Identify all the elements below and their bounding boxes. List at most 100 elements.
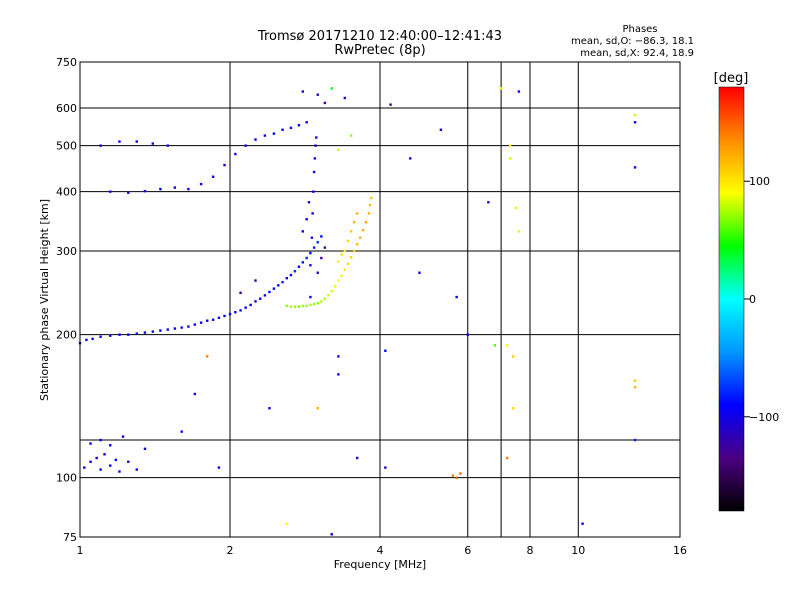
echo-point — [211, 175, 215, 178]
echo-point — [323, 246, 327, 249]
echo-point — [364, 220, 368, 224]
y-tick-label: 300 — [56, 245, 77, 258]
echo-point — [173, 186, 177, 189]
echo-point — [389, 103, 392, 106]
echo-point — [268, 290, 271, 294]
echo-point — [330, 533, 333, 536]
x-tick-label: 6 — [464, 544, 471, 557]
echo-point — [337, 148, 340, 152]
echo-point — [355, 212, 359, 215]
echo-point — [103, 453, 106, 456]
echo-point — [439, 128, 443, 131]
echo-point — [223, 314, 226, 318]
grid-lines — [79, 62, 681, 537]
echo-point — [135, 140, 138, 143]
y-tick-label: 400 — [56, 186, 77, 199]
echo-point — [166, 144, 169, 147]
x-tick-label: 16 — [673, 544, 687, 557]
echo-point — [511, 355, 515, 358]
echo-point — [301, 261, 305, 264]
x-tick-label: 1 — [77, 544, 84, 557]
echo-point — [320, 256, 323, 260]
echo-point — [581, 522, 584, 525]
echo-point — [249, 303, 252, 307]
echo-point — [309, 264, 312, 267]
x-axis-label: Frequency [MHz] — [334, 558, 426, 571]
echo-point — [199, 321, 203, 324]
echo-point — [268, 407, 271, 410]
y-axis-label: Stationary phase Virtual Height [km] — [38, 199, 51, 401]
echo-point — [508, 157, 512, 160]
echo-point — [323, 101, 327, 105]
echo-point — [315, 136, 318, 139]
echo-point — [455, 476, 458, 479]
echo-point — [239, 309, 242, 312]
x-tick-label: 4 — [377, 544, 384, 557]
echo-point — [309, 251, 312, 255]
echo-point — [244, 144, 247, 147]
echo-point — [205, 355, 209, 358]
echo-point — [109, 190, 112, 193]
echo-point — [487, 201, 490, 204]
echo-point — [633, 121, 637, 124]
echo-point — [127, 333, 130, 336]
echo-point — [281, 128, 284, 131]
echo-point — [272, 132, 276, 135]
echo-point — [223, 163, 226, 167]
echo-point — [121, 435, 125, 438]
echo-point — [234, 311, 237, 314]
echo-point — [89, 442, 92, 445]
echo-point — [91, 337, 94, 341]
echo-point — [310, 236, 314, 239]
echo-point — [173, 327, 177, 330]
x-tick-label: 10 — [571, 544, 585, 557]
echo-point — [367, 212, 371, 215]
echo-point — [511, 407, 515, 410]
echo-point — [337, 260, 340, 263]
echo-point — [293, 305, 297, 308]
echo-point — [312, 302, 316, 306]
echo-point — [316, 93, 319, 96]
y-tick-label: 75 — [63, 531, 77, 544]
echo-point — [349, 134, 353, 137]
echo-point — [151, 330, 155, 333]
echo-point — [99, 144, 102, 147]
echo-point — [85, 338, 88, 342]
echo-point — [305, 218, 308, 221]
colorbar-tick-label: 0 — [749, 293, 756, 306]
echo-point — [254, 279, 257, 282]
echo-point — [517, 90, 521, 93]
echo-point — [95, 456, 98, 460]
echo-point — [323, 297, 327, 300]
echo-point — [633, 166, 637, 169]
echo-point — [99, 438, 102, 442]
echo-point — [239, 291, 242, 295]
echo-point — [289, 126, 293, 130]
echo-point — [272, 287, 276, 290]
echo-point — [83, 466, 86, 469]
echo-point — [309, 303, 312, 307]
echo-point — [305, 121, 308, 124]
echo-point — [234, 152, 237, 156]
echo-point — [505, 344, 509, 347]
echo-point — [349, 256, 353, 259]
echo-point — [633, 379, 637, 382]
echo-point — [466, 333, 469, 336]
echo-point — [327, 294, 330, 297]
echo-point — [349, 230, 353, 233]
echo-point — [285, 522, 288, 525]
echo-point — [127, 191, 130, 194]
echo-point — [337, 373, 340, 376]
echo-point — [340, 253, 343, 256]
echo-point — [451, 474, 455, 477]
echo-point — [159, 329, 162, 332]
echo-point — [217, 316, 221, 320]
echo-point — [343, 268, 347, 271]
echo-point — [143, 189, 147, 193]
echo-point — [316, 407, 319, 410]
echo-point — [193, 392, 197, 396]
stats-heading: Phases — [622, 24, 657, 35]
echo-point — [330, 87, 333, 90]
echo-point — [187, 325, 190, 328]
echo-point — [289, 273, 293, 277]
